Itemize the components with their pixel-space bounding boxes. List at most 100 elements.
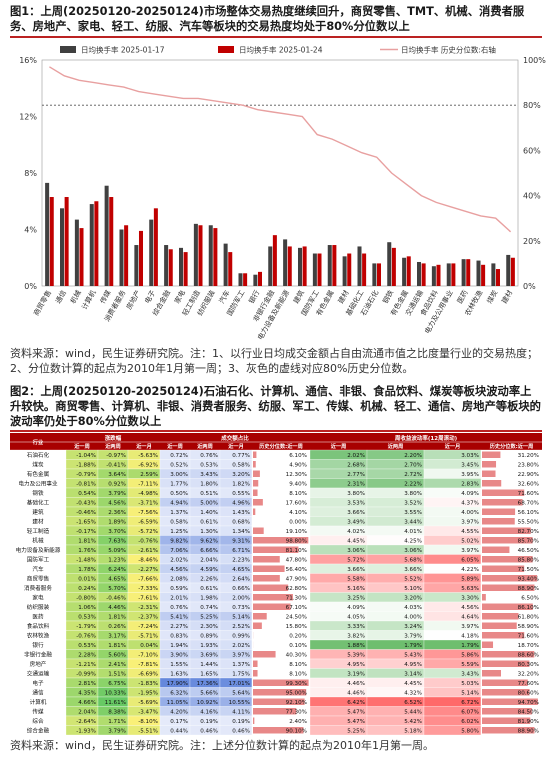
cell-value: 0.73% — [232, 605, 250, 611]
cell-value: 0.53% — [78, 615, 96, 621]
cell-value: 4.46% — [108, 605, 126, 611]
row-label: 电子 — [32, 679, 44, 687]
cell-value: 4.55% — [461, 529, 479, 535]
percentile-bar — [482, 565, 525, 572]
bar-2025-01-24 — [376, 263, 382, 286]
cell-value: -7.56% — [138, 510, 158, 516]
percentile-bar — [253, 584, 289, 591]
cell-value: 5.72% — [347, 558, 365, 564]
cell-value: 3.55% — [404, 510, 422, 516]
cell-value: 4.45% — [347, 539, 365, 545]
cell-value: 8.38% — [108, 710, 126, 716]
cell-value: -3.47% — [138, 710, 158, 716]
cell-value: 47.80% — [286, 558, 307, 564]
percentile-bar — [253, 613, 267, 620]
x-tick-label: 电子 — [143, 289, 158, 306]
row-label: 综合 — [32, 717, 44, 725]
row-label: 家电 — [32, 594, 44, 602]
cell-value: 0.44% — [170, 729, 188, 735]
bar-2025-01-17 — [238, 273, 243, 286]
bar-2025-01-24 — [451, 263, 456, 286]
percentile-bar — [482, 651, 535, 658]
cell-value: 3.14% — [404, 672, 422, 678]
percentile-bar — [253, 717, 255, 724]
cell-value: 2.22% — [404, 482, 422, 488]
y-tick-left: 0% — [24, 282, 37, 291]
percentile-bar — [482, 480, 502, 487]
cell-value: 3.19% — [347, 672, 365, 678]
bar-2025-01-17 — [372, 263, 377, 286]
percentile-bar — [482, 603, 533, 610]
cell-value: 17.90% — [167, 681, 188, 687]
cell-value: -1.04% — [76, 453, 96, 459]
x-tick-label: 医药 — [455, 289, 470, 306]
cell-value: 9.62% — [200, 539, 218, 545]
cell-value: 4.16% — [200, 710, 218, 716]
cell-value: 1.80% — [200, 482, 218, 488]
legend-label: 日均换手率 2025-01-17 — [81, 45, 165, 55]
cell-value: -1.48% — [76, 558, 96, 564]
cell-value: 81.90% — [518, 719, 539, 725]
cell-value: 80.60% — [518, 691, 539, 697]
cell-value: 23.80% — [518, 463, 539, 469]
cell-value: 4.65% — [232, 567, 250, 573]
cell-value: 0.53% — [200, 463, 218, 469]
cell-value: 3.45% — [461, 463, 479, 469]
cell-value: 86.10% — [518, 605, 539, 611]
cell-value: 2.40% — [289, 719, 307, 725]
cell-value: 0.20% — [289, 634, 307, 640]
cell-value: 1.55% — [170, 662, 188, 668]
cell-value: -0.81% — [76, 482, 96, 488]
cell-value: 0.99% — [232, 634, 250, 640]
cell-value: 71.60% — [518, 634, 539, 640]
cell-value: 3.44% — [404, 520, 422, 526]
bar-2025-01-17 — [74, 219, 79, 286]
bar-2025-01-24 — [347, 253, 352, 286]
x-tick-label: 通信 — [53, 289, 68, 306]
bar-2025-01-24 — [287, 246, 292, 286]
cell-value: -1.93% — [76, 729, 96, 735]
cell-value: 5.80% — [461, 729, 479, 735]
cell-value: 67.10% — [286, 605, 307, 611]
bar-2025-01-24 — [332, 245, 337, 286]
cell-value: 5.10% — [404, 586, 422, 592]
cell-value: 3.53% — [347, 501, 365, 507]
cell-value: 2.23% — [232, 558, 250, 564]
bar-2025-01-24 — [466, 259, 471, 286]
cell-value: 4.37% — [461, 501, 479, 507]
cell-value: -5.63% — [138, 453, 158, 459]
bar-2025-01-17 — [476, 260, 481, 286]
cell-value: -6.92% — [138, 463, 158, 469]
cell-value: 7.06% — [170, 548, 188, 554]
cell-value: 4.05% — [347, 615, 365, 621]
figure-2-source: 资料来源：wind，民生证券研究院。注：上述分位数计算的起点为2010年1月第一… — [10, 739, 434, 752]
cell-value: 2.30% — [200, 624, 218, 630]
cell-value: 4.20% — [170, 710, 188, 716]
cell-value: 6.71% — [232, 548, 250, 554]
x-tick-label: 商贸零售 — [31, 289, 53, 318]
cell-value: 8.10% — [289, 672, 307, 678]
cell-value: 5.25% — [347, 729, 365, 735]
x-tick-label: 汽车 — [217, 289, 232, 306]
cell-value: 0.19% — [200, 719, 218, 725]
cell-value: 0.17% — [170, 719, 188, 725]
cell-value: 5.86% — [461, 653, 479, 659]
bar-2025-01-24 — [317, 253, 322, 286]
cell-value: 1.34% — [232, 529, 250, 535]
cell-value: -0.76% — [138, 539, 158, 545]
percentile-bar — [482, 727, 535, 734]
column-header: 近一周 — [167, 442, 183, 450]
cell-value: 8.10% — [289, 662, 307, 668]
cell-value: 1.81% — [108, 643, 126, 649]
cell-value: -7.81% — [138, 662, 158, 668]
column-header: 近一月 — [445, 442, 461, 450]
percentile-bar — [253, 508, 256, 515]
cell-value: 58.90% — [518, 624, 539, 630]
cell-value: 0.46% — [200, 729, 218, 735]
cell-value: 7.63% — [108, 539, 126, 545]
cell-value: 88.60% — [518, 653, 539, 659]
cell-value: 4.35% — [78, 691, 96, 697]
y-tick-left: 8% — [24, 169, 37, 178]
cell-value: 6.32% — [170, 691, 188, 697]
cell-value: 47.90% — [286, 577, 307, 583]
